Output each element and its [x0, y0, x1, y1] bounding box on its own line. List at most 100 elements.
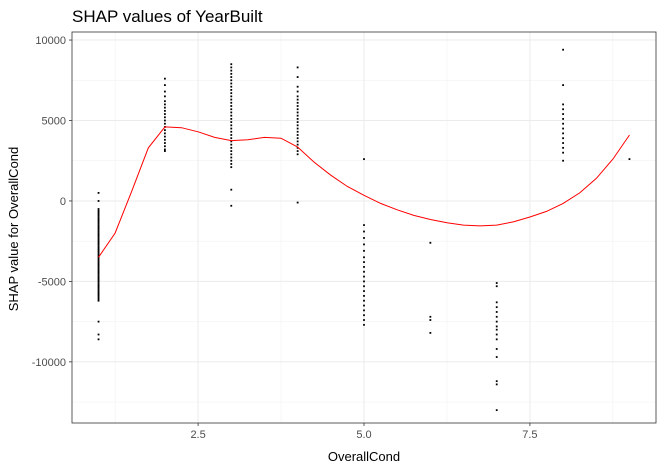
data-point — [97, 192, 100, 194]
data-point — [230, 111, 233, 114]
data-point — [230, 163, 233, 165]
data-point — [97, 269, 100, 272]
data-point — [363, 299, 365, 302]
data-point — [97, 233, 100, 236]
data-point — [495, 285, 498, 288]
data-point — [164, 100, 166, 103]
data-point — [363, 256, 365, 259]
data-point — [97, 333, 100, 336]
data-point — [495, 325, 498, 328]
data-point — [97, 246, 100, 249]
data-point — [296, 143, 299, 146]
data-point — [97, 253, 100, 255]
data-point — [562, 108, 564, 111]
data-point — [164, 122, 166, 125]
data-point — [97, 211, 100, 214]
data-point — [628, 158, 631, 161]
data-point — [164, 142, 166, 144]
data-point — [97, 257, 100, 260]
data-point — [97, 267, 100, 270]
data-point — [363, 314, 365, 317]
data-point — [495, 383, 498, 386]
chart-title: SHAP values of YearBuilt — [72, 7, 263, 26]
data-point — [363, 270, 365, 273]
data-point — [97, 264, 100, 267]
data-point — [97, 230, 100, 233]
data-point — [296, 146, 299, 149]
data-point — [562, 151, 564, 154]
data-point — [97, 248, 100, 251]
x-tick-label: 2.5 — [190, 429, 205, 441]
data-point — [363, 261, 365, 263]
y-tick-label: 0 — [60, 196, 66, 208]
x-axis-ticks: 2.5 5.0 7.5 — [190, 423, 538, 441]
data-point — [562, 132, 564, 135]
data-point — [97, 232, 100, 235]
data-point — [429, 315, 432, 318]
data-point — [495, 301, 498, 304]
data-point — [230, 82, 233, 85]
data-point — [296, 90, 299, 93]
data-point — [296, 201, 299, 204]
data-point — [164, 95, 166, 98]
data-point — [164, 135, 166, 138]
data-point — [363, 309, 365, 312]
data-point — [363, 266, 365, 268]
data-point — [164, 145, 166, 148]
data-point — [562, 127, 564, 130]
data-point — [164, 84, 166, 86]
data-point — [363, 285, 365, 288]
data-point — [562, 146, 564, 149]
data-point — [97, 320, 100, 323]
data-point — [363, 230, 365, 233]
data-point — [97, 266, 100, 268]
data-point — [363, 280, 365, 283]
data-point — [97, 291, 100, 294]
data-point — [495, 328, 498, 331]
data-point — [97, 272, 100, 275]
data-point — [164, 109, 166, 112]
data-point — [363, 275, 365, 278]
x-tick-label: 7.5 — [522, 429, 537, 441]
data-point — [97, 241, 100, 244]
data-point — [363, 237, 365, 239]
data-point — [230, 146, 233, 149]
data-point — [363, 249, 365, 252]
data-point — [296, 105, 299, 107]
data-point — [97, 262, 100, 265]
data-point — [164, 106, 166, 109]
data-point — [363, 290, 365, 292]
data-point — [495, 315, 498, 318]
data-point — [97, 235, 100, 238]
data-point — [363, 224, 365, 226]
data-point — [97, 229, 100, 231]
y-tick-label: 5000 — [42, 115, 66, 127]
data-point — [164, 119, 166, 122]
data-point — [97, 220, 100, 223]
data-point — [562, 142, 564, 144]
data-point — [97, 298, 100, 301]
data-point — [230, 101, 233, 104]
data-point — [296, 85, 299, 88]
data-point — [296, 134, 299, 136]
data-point — [97, 290, 100, 292]
data-point — [562, 113, 564, 115]
data-point — [495, 282, 498, 284]
data-point — [97, 216, 100, 218]
data-point — [296, 153, 299, 156]
data-point — [296, 137, 299, 140]
y-axis-ticks: 10000 5000 0 -5000 -10000 — [32, 35, 72, 369]
data-point — [495, 348, 498, 350]
data-point — [230, 134, 233, 136]
data-point — [429, 319, 432, 321]
x-axis-title: OverallCond — [328, 449, 400, 464]
data-point — [97, 296, 100, 299]
data-point — [97, 214, 100, 217]
data-point — [164, 148, 166, 151]
data-point — [97, 251, 100, 254]
data-point — [562, 117, 564, 120]
data-point — [230, 63, 233, 66]
data-point — [97, 209, 100, 212]
data-point — [97, 219, 100, 222]
